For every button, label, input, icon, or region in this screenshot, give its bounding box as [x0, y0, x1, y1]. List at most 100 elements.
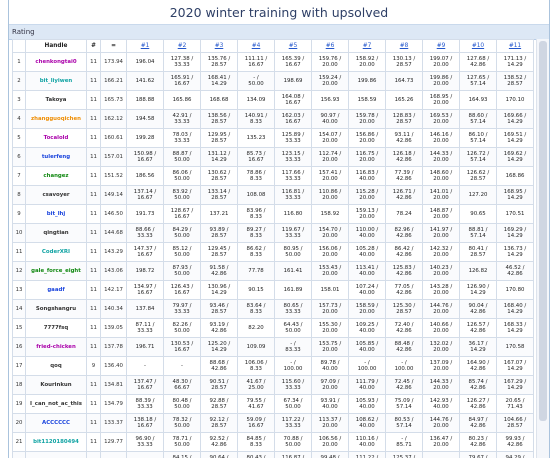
handle-link[interactable]: gale_force_eight — [25, 261, 87, 281]
penalty-value: 20.00 — [359, 119, 375, 125]
problem-score-cell: 158.59 /20.00 — [348, 299, 386, 319]
handle-link[interactable]: bit_lhj — [25, 204, 87, 224]
vertical-scrollbar[interactable] — [536, 39, 549, 458]
problem-score-cell: 165.91 /16.67 — [163, 71, 201, 91]
penalty-value: 42.86 — [396, 176, 412, 182]
score-value: 90.51 / — [209, 378, 229, 385]
handle-link[interactable]: CoderXRI — [25, 242, 87, 262]
scrollbar-thumb[interactable] — [539, 41, 547, 421]
handle-link[interactable]: Noctis — [25, 451, 87, 458]
col-problem-4-header[interactable]: #4 — [237, 39, 275, 53]
score-value: 164.73 — [394, 77, 414, 84]
problem-link[interactable]: #7 — [362, 42, 372, 49]
penalty-value: 20.00 — [433, 195, 449, 201]
handle-link[interactable]: chenkongtai0 — [25, 52, 87, 72]
penalty-value: 57.14 — [470, 138, 486, 144]
score-value: 169.66 / — [503, 112, 527, 119]
handle-link[interactable]: qoq — [25, 356, 87, 376]
score-value: 130.13 / — [392, 55, 416, 62]
penalty-value: 14.29 — [507, 252, 523, 258]
score-value: 84.15 / — [172, 454, 192, 458]
penalty-value: 33.33 — [174, 138, 190, 144]
penalty-value: 57.14 — [470, 157, 486, 163]
handle-link[interactable]: bit_liyiwen — [25, 71, 87, 91]
handle-link[interactable]: zhangguoqichen — [25, 109, 87, 129]
handle-link[interactable]: fried-chicken — [25, 337, 87, 357]
problem-link[interactable]: #11 — [508, 42, 522, 49]
col-problem-6-header[interactable]: #6 — [311, 39, 349, 53]
col-problem-3-header[interactable]: #3 — [200, 39, 238, 53]
handle-link[interactable]: qingtian — [25, 223, 87, 243]
handle-link[interactable]: Kourinkun — [25, 375, 87, 395]
penalty-value: 16.67 — [137, 252, 153, 258]
problem-link[interactable]: #9 — [436, 42, 446, 49]
rank-cell: 17 — [12, 356, 26, 376]
col-problem-11-header[interactable]: #11 — [496, 39, 534, 53]
col-problem-8-header[interactable]: #8 — [385, 39, 423, 53]
problem-link[interactable]: #4 — [251, 42, 261, 49]
score-value: 111.11 / — [244, 55, 268, 62]
col-problem-7-header[interactable]: #7 — [348, 39, 386, 53]
score-value: 80.65 / — [283, 302, 303, 309]
problem-link[interactable]: #5 — [288, 42, 298, 49]
problem-score-cell: 147.37 /16.67 — [126, 242, 164, 262]
total-score-cell: 160.61 — [100, 128, 127, 148]
handle-link[interactable]: Songshangru — [25, 299, 87, 319]
col-problem-9-header[interactable]: #9 — [422, 39, 460, 53]
handle-link[interactable]: I_can_not_ac_this — [25, 394, 87, 414]
handle-link[interactable]: gaadf — [25, 280, 87, 300]
col-problem-10-header[interactable]: #10 — [459, 39, 497, 53]
penalty-value: 20.00 — [322, 423, 338, 429]
score-value: 131.12 / — [207, 150, 231, 157]
handle-link[interactable]: Takoya — [25, 90, 87, 110]
score-value: 136.73 / — [503, 245, 527, 252]
handle-link[interactable]: bit1120180494 — [25, 432, 87, 452]
problem-score-cell: 127.20 — [459, 185, 497, 205]
handle-link[interactable]: Tocalold — [25, 128, 87, 148]
penalty-value: 40.00 — [359, 385, 375, 391]
table-row: 7 changez 11 151.52 186.56 86.06 /50.00 130.62… — [12, 166, 534, 186]
problem-score-cell: 199.28 — [126, 128, 164, 148]
col-problem-5-header[interactable]: #5 — [274, 39, 312, 53]
problem-link[interactable]: #8 — [399, 42, 409, 49]
penalty-value: 40.00 — [322, 366, 338, 372]
score-value: 126.62 / — [466, 169, 490, 176]
col-problem-2-header[interactable]: #2 — [163, 39, 201, 53]
col-problem-1-header[interactable]: #1 — [126, 39, 164, 53]
problem-score-cell: 82.96 /42.86 — [385, 223, 423, 243]
problem-link[interactable]: #1 — [140, 42, 150, 49]
handle-link[interactable]: ACCCCCC — [25, 413, 87, 433]
score-value: 169.62 / — [503, 150, 527, 157]
penalty-value: 100.00 — [394, 366, 414, 372]
table-row: 16 fried-chicken 11 137.78 196.71 130.53 /16.… — [12, 337, 534, 357]
handle-link[interactable]: 7777fsq — [25, 318, 87, 338]
problem-score-cell: 158.01 — [311, 280, 349, 300]
solved-count-cell: 11 — [86, 185, 101, 205]
score-value: 127.38 / — [170, 55, 194, 62]
problem-score-cell: 91.58 /42.86 — [200, 261, 238, 281]
score-value: 92.52 / — [209, 435, 229, 442]
problem-score-cell: 137.14 /16.67 — [126, 185, 164, 205]
problem-link[interactable]: #2 — [177, 42, 187, 49]
problem-link[interactable]: #3 — [214, 42, 224, 49]
problem-score-cell: 141.97 /20.00 — [422, 223, 460, 243]
penalty-value: 42.86 — [396, 385, 412, 391]
problem-score-cell: 126.72 /57.14 — [459, 147, 497, 167]
total-score-cell: 134.81 — [100, 375, 127, 395]
problem-link[interactable]: #10 — [471, 42, 485, 49]
handle-link[interactable]: tulerfeng — [25, 147, 87, 167]
problem-link[interactable]: #6 — [325, 42, 335, 49]
score-value: 86.10 / — [468, 131, 488, 138]
penalty-value: 28.57 — [211, 423, 227, 429]
problem-score-cell: 140.23 /20.00 — [422, 261, 460, 281]
score-value: 159.76 / — [318, 55, 342, 62]
score-value: 99.93 / — [505, 435, 525, 442]
score-value: 157.41 / — [318, 169, 342, 176]
handle-link[interactable]: changez — [25, 166, 87, 186]
rating-panel-header[interactable]: Rating — [9, 25, 549, 40]
score-value: 104.66 / — [503, 416, 527, 423]
score-value: 126.71 / — [392, 188, 416, 195]
handle-link[interactable]: csavoyer — [25, 185, 87, 205]
problem-score-cell: 162.03 /16.67 — [274, 109, 312, 129]
penalty-value: 40.00 — [322, 404, 338, 410]
